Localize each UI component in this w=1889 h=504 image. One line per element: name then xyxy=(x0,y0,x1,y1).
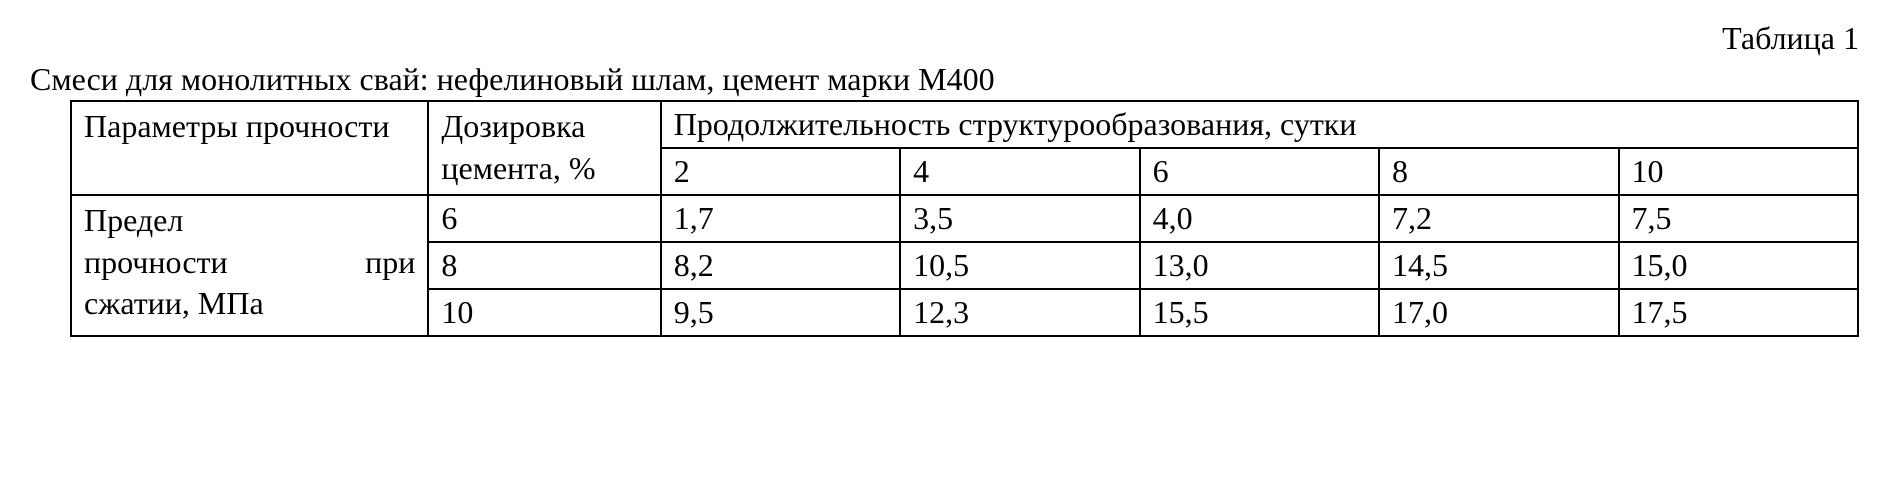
header-duration: Продолжительность структурообразования, … xyxy=(661,101,1858,148)
table-number: Таблица 1 xyxy=(30,20,1859,57)
header-day-8: 8 xyxy=(1379,148,1618,195)
table-caption: Смеси для монолитных свай: нефелиновый ш… xyxy=(30,61,1859,98)
cell-value: 15,0 xyxy=(1619,242,1859,289)
row-label-strength: Предел прочности при сжатии, МПа xyxy=(71,195,428,336)
cell-dose: 8 xyxy=(428,242,660,289)
header-day-6: 6 xyxy=(1140,148,1379,195)
cell-value: 1,7 xyxy=(661,195,900,242)
cell-value: 17,0 xyxy=(1379,289,1618,336)
cell-value: 17,5 xyxy=(1619,289,1859,336)
cell-value: 8,2 xyxy=(661,242,900,289)
cell-value: 7,5 xyxy=(1619,195,1859,242)
row-label-line2a: прочности xyxy=(84,242,228,284)
cell-dose: 10 xyxy=(428,289,660,336)
data-table: Параметры прочности Дозировка цемента, %… xyxy=(70,100,1859,337)
cell-value: 7,2 xyxy=(1379,195,1618,242)
header-day-10: 10 xyxy=(1619,148,1859,195)
header-row-1: Параметры прочности Дозировка цемента, %… xyxy=(71,101,1858,148)
cell-value: 15,5 xyxy=(1140,289,1379,336)
header-day-4: 4 xyxy=(900,148,1139,195)
cell-value: 9,5 xyxy=(661,289,900,336)
cell-value: 14,5 xyxy=(1379,242,1618,289)
cell-value: 3,5 xyxy=(900,195,1139,242)
header-day-2: 2 xyxy=(661,148,900,195)
header-dose: Дозировка цемента, % xyxy=(428,101,660,195)
cell-value: 4,0 xyxy=(1140,195,1379,242)
table-row: Предел прочности при сжатии, МПа 6 1,7 3… xyxy=(71,195,1858,242)
cell-value: 10,5 xyxy=(900,242,1139,289)
row-label-line3: сжатии, МПа xyxy=(84,283,415,325)
row-label-line2b: при xyxy=(365,242,415,284)
cell-dose: 6 xyxy=(428,195,660,242)
row-label-line1: Предел xyxy=(84,200,415,242)
header-param: Параметры прочности xyxy=(71,101,428,195)
cell-value: 13,0 xyxy=(1140,242,1379,289)
cell-value: 12,3 xyxy=(900,289,1139,336)
